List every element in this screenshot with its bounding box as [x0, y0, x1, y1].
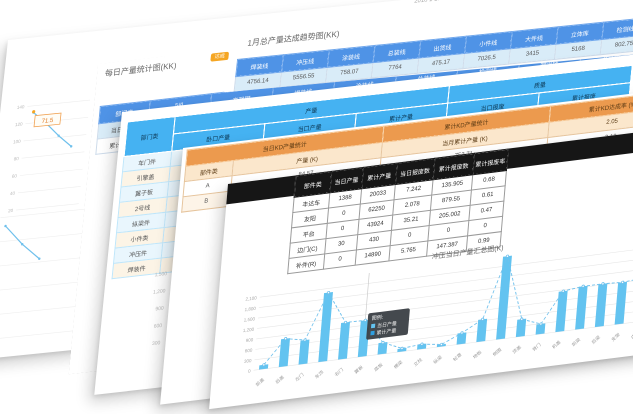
- svg-text:车顶: 车顶: [314, 369, 326, 381]
- svg-text:1,500: 1,500: [244, 316, 256, 323]
- svg-text:立柱: 立柱: [412, 356, 424, 368]
- y-axis-label: 1,500: [154, 270, 168, 279]
- page-title: 每日产量统计图(KK): [104, 60, 177, 79]
- svg-text:图例:: 图例:: [371, 314, 383, 322]
- svg-text:1,200: 1,200: [243, 327, 255, 334]
- svg-text:翼板: 翼板: [353, 364, 365, 376]
- trend-line-chart: 140 120 100 80 60 40 20 71.5: [8, 99, 91, 214]
- svg-text:100: 100: [13, 139, 21, 145]
- report-sheet-monthly-trend: 2018 1 17 17:25 1月总产量达成趋势图(KK) 达成 焊装线冲压线…: [0, 0, 633, 340]
- svg-text:底板: 底板: [373, 361, 385, 373]
- svg-text:71.5: 71.5: [41, 118, 54, 125]
- svg-text:地板: 地板: [472, 349, 484, 361]
- svg-text:前盖: 前盖: [254, 376, 266, 388]
- svg-text:左门: 左门: [294, 371, 306, 383]
- row-label: 补件(R): [287, 253, 325, 274]
- column-header: 部门类: [124, 116, 176, 157]
- y-axis-label: 600: [153, 322, 163, 330]
- svg-text:当日产量: 当日产量: [377, 320, 397, 330]
- svg-text:侧围: 侧围: [491, 346, 503, 358]
- svg-text:顶盖: 顶盖: [511, 344, 523, 356]
- svg-text:右门: 右门: [333, 366, 345, 378]
- svg-text:支架: 支架: [610, 331, 622, 343]
- svg-text:累计产量: 累计产量: [376, 327, 396, 337]
- svg-text:2,100: 2,100: [245, 295, 257, 302]
- svg-text:后梁: 后梁: [590, 334, 602, 346]
- svg-text:轮罩: 轮罩: [452, 351, 464, 363]
- svg-text:300: 300: [244, 358, 252, 364]
- status-badge: 达成: [210, 51, 230, 62]
- svg-text:120: 120: [15, 121, 23, 127]
- svg-text:20: 20: [8, 208, 14, 214]
- y-axis-label: 900: [155, 305, 164, 313]
- svg-text:背门: 背门: [531, 341, 543, 353]
- svg-text:内板: 内板: [630, 329, 633, 341]
- report-sheet-press: 2018 1 17 17:31 部件类当日产量累计产量当日报废数累计报废数累计报…: [209, 118, 633, 410]
- y-axis-label: 300: [151, 340, 161, 348]
- svg-text:横梁: 横梁: [393, 359, 405, 371]
- svg-text:600: 600: [245, 348, 253, 354]
- corner-line-chart: [0, 207, 99, 340]
- svg-text:0: 0: [248, 368, 251, 373]
- svg-text:900: 900: [246, 337, 254, 343]
- svg-text:后盖: 后盖: [274, 374, 286, 386]
- svg-text:纵梁: 纵梁: [432, 354, 444, 366]
- hidden-chart-y-axis: 1,500 1,200 900 600 300: [134, 266, 168, 355]
- svg-text:140: 140: [17, 104, 25, 110]
- press-bar-chart: 0 300 600 900 1,200 1,500 1,800 2,100 前盖 后盖 左门 车顶 右门…: [243, 239, 633, 388]
- svg-text:前梁: 前梁: [570, 336, 582, 348]
- svg-text:80: 80: [13, 156, 19, 162]
- y-axis-label: 1,200: [152, 288, 166, 296]
- svg-text:机盖: 机盖: [551, 339, 563, 351]
- svg-text:40: 40: [10, 191, 16, 197]
- svg-text:60: 60: [12, 173, 18, 179]
- timestamp: 2018 1 17 17:25: [346, 0, 458, 12]
- svg-text:1,800: 1,800: [244, 306, 256, 313]
